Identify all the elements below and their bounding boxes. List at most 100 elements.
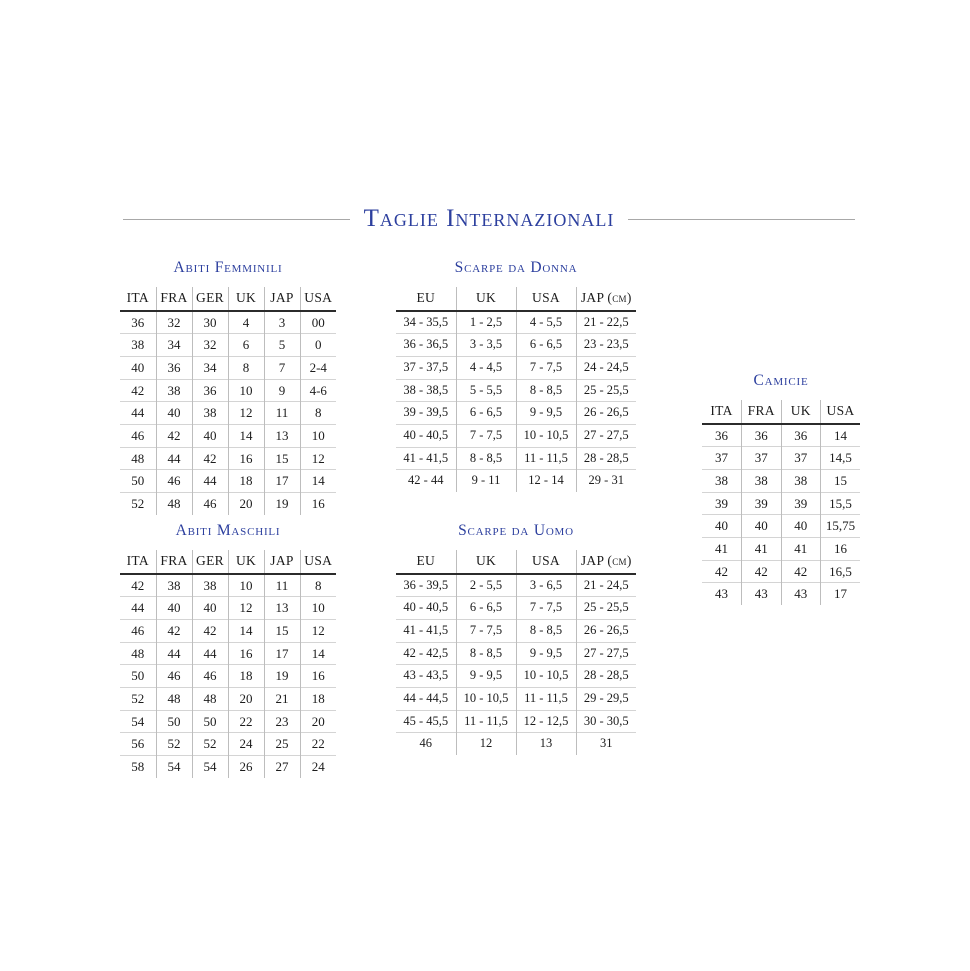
- table-cell: 42 - 42,5: [396, 641, 456, 665]
- table-cell: 41: [780, 537, 821, 561]
- table-cell: 11: [263, 401, 300, 425]
- table-cell: 38: [191, 573, 228, 597]
- table-cell: 8: [299, 401, 336, 425]
- table-row: 38 34 32 6 5 0: [120, 333, 336, 357]
- table-cell: 46: [120, 618, 156, 643]
- table-row: 45 - 45,5 11 - 11,5 12 - 12,5 30 - 30,5: [396, 709, 636, 733]
- table-cell: 46: [155, 664, 192, 688]
- table-cell: 15,75: [820, 514, 860, 538]
- table-row: 52 48 46 20 19 16: [120, 492, 336, 515]
- column-header: JAP (cm): [575, 549, 636, 575]
- table-row: 46 42 42 14 15 12: [120, 618, 336, 643]
- table-header-row: EU UK USA JAP (cm): [396, 286, 636, 312]
- table-row: 37 - 37,5 4 - 4,5 7 - 7,5 24 - 24,5: [396, 355, 636, 380]
- table-cell: 6: [227, 333, 264, 357]
- table-cell: 32: [191, 333, 228, 357]
- table-cell: 44: [155, 446, 192, 470]
- table-cell: 13: [263, 424, 300, 448]
- table-row: 39 - 39,5 6 - 6,5 9 - 9,5 26 - 26,5: [396, 401, 636, 425]
- column-header: JAP: [263, 286, 300, 312]
- column-header: JAP: [263, 549, 300, 575]
- table-cell: 16: [227, 641, 264, 665]
- column-header: EU: [396, 286, 456, 312]
- table-cell: 50: [120, 469, 156, 493]
- table-row: 39 39 39 15,5: [702, 491, 860, 515]
- table-cell: 40: [741, 514, 781, 538]
- table-row: 36 36 36 14: [702, 423, 860, 447]
- table-cell: 12 - 12,5: [515, 709, 576, 733]
- column-header: EU: [396, 549, 456, 575]
- section-title-abiti-maschili: Abiti Maschili: [175, 522, 281, 539]
- table-cell: 40: [702, 514, 742, 538]
- table-cell: 17: [820, 582, 860, 606]
- table-cell: 38: [120, 333, 156, 357]
- table-cell: 41 - 41,5: [396, 618, 456, 643]
- section-scarpe-da-uomo: Scarpe da Uomo EU UK USA JAP (cm) 36 - 39,5…: [396, 523, 636, 756]
- table-header: ITA FRA GER UK JAP USA: [120, 286, 336, 312]
- table-cell: 42: [191, 618, 228, 643]
- table-cell: 16: [227, 446, 264, 470]
- table-cell: 13: [515, 732, 576, 756]
- table-cell: 11 - 11,5: [515, 687, 576, 711]
- table-cell: 12: [299, 446, 336, 470]
- title-rule-left: [123, 219, 350, 220]
- column-header: USA: [515, 549, 576, 575]
- table-camicie: ITA FRA UK USA 36 36 36 14 37 37 37 14,5 38 38 38 15 39…: [702, 399, 860, 606]
- table-cell: 15: [820, 468, 860, 493]
- table-cell: 27 - 27,5: [575, 641, 636, 665]
- table-cell: 20: [227, 492, 264, 515]
- table-cell: 28 - 28,5: [575, 664, 636, 688]
- table-cell: 30: [191, 310, 228, 334]
- table-cell: 30 - 30,5: [575, 709, 636, 733]
- table-cell: 42: [741, 559, 781, 583]
- table-cell: 12 - 14: [515, 469, 576, 493]
- table-cell: 9 - 9,5: [455, 664, 516, 688]
- table-cell: 39 - 39,5: [396, 401, 456, 425]
- table-body: 36 36 36 14 37 37 37 14,5 38 38 38 15 39 39 39 15,5 40 40…: [702, 423, 860, 606]
- table-cell: 48: [155, 492, 192, 515]
- table-cell: 12: [299, 618, 336, 643]
- table-cell: 52: [155, 732, 192, 756]
- table-cell: 11 - 11,5: [455, 709, 516, 733]
- table-cell: 8 - 8,5: [455, 446, 516, 470]
- table-cell: 42: [155, 618, 192, 643]
- table-cell: 42 - 44: [396, 469, 456, 493]
- table-cell: 48: [120, 641, 156, 665]
- table-cell: 38: [155, 378, 192, 402]
- table-cell: 14: [820, 423, 860, 447]
- table-abiti-maschili: ITA FRA GER UK JAP USA 42 38 38 10 11 8 44 40 40 12 13 1…: [120, 549, 336, 778]
- table-row: 34 - 35,5 1 - 2,5 4 - 5,5 21 - 22,5: [396, 310, 636, 334]
- column-header: ITA: [702, 399, 742, 425]
- table-cell: 12: [455, 732, 516, 756]
- table-row: 44 - 44,5 10 - 10,5 11 - 11,5 29 - 29,5: [396, 687, 636, 711]
- table-cell: 36: [191, 378, 228, 402]
- table-cell: 50: [155, 709, 192, 733]
- page-title: Taglie Internazionali: [363, 205, 615, 232]
- table-cell: 7 - 7,5: [515, 596, 576, 620]
- table-cell: 16: [299, 492, 336, 515]
- column-header: FRA: [741, 399, 781, 425]
- table-scarpe-da-uomo: EU UK USA JAP (cm) 36 - 39,5 2 - 5,5 3 - 6,5 2…: [396, 549, 636, 756]
- table-cell: 42: [120, 378, 156, 402]
- table-cell: 42: [131, 577, 145, 593]
- table-cell: 9 - 9,5: [515, 401, 576, 425]
- table-cell: 38 - 38,5: [396, 378, 456, 402]
- table-cell: 4-6: [299, 378, 336, 402]
- table-cell: 48: [155, 687, 192, 711]
- table-cell: 44: [120, 596, 156, 620]
- table-cell: 37: [780, 446, 821, 470]
- table-cell: 18: [227, 469, 264, 493]
- table-cell: 00: [299, 310, 336, 334]
- table-cell: 17: [263, 641, 300, 665]
- table-cell: 41 - 41,5: [396, 446, 456, 470]
- table-row: 40 - 40,5 6 - 6,5 7 - 7,5 25 - 25,5: [396, 596, 636, 620]
- table-cell: 32: [155, 310, 192, 334]
- table-cell: 54: [191, 755, 228, 778]
- table-cell: 54: [120, 709, 156, 733]
- table-cell: 37: [741, 446, 781, 470]
- table-body: 36 - 39,5 2 - 5,5 3 - 6,5 21 - 24,5 40 - 40,…: [396, 573, 636, 756]
- table-row: 37 37 37 14,5: [702, 446, 860, 470]
- table-cell: 37: [702, 446, 742, 470]
- table-cell: 15: [263, 446, 300, 470]
- table-row: 46 12 13 31: [396, 732, 636, 756]
